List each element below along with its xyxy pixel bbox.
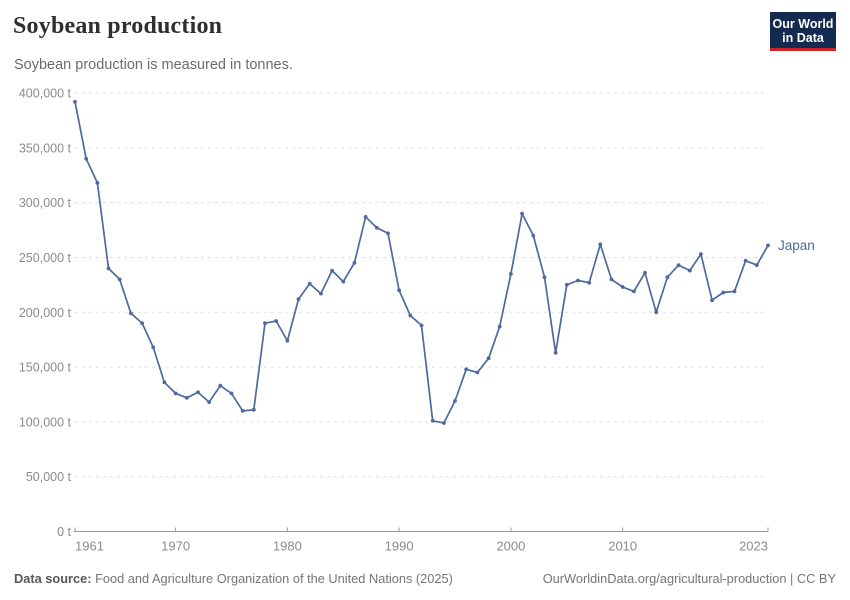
data-point-marker [397,288,401,293]
data-point-marker [453,399,457,403]
y-axis-tick-label: 100,000 t [19,415,72,429]
owid-logo-line1: Our World [772,17,834,31]
data-point-marker [263,321,267,326]
data-point-marker [576,278,580,283]
data-point-marker [341,279,346,284]
data-point-marker [106,266,111,271]
y-axis-tick-label: 250,000 t [19,251,72,265]
data-point-marker [184,395,189,400]
page-title: Soybean production [13,13,223,39]
data-point-marker [218,383,223,388]
data-point-marker [319,291,323,296]
data-source-note: Data source: Food and Agriculture Organi… [14,571,453,586]
data-point-marker [531,233,536,238]
data-point-marker [140,321,145,326]
data-point-marker [386,231,390,236]
data-point-marker [632,289,636,294]
footer-link[interactable]: OurWorldinData.org/agricultural-producti… [542,571,836,586]
data-point-marker [754,263,759,267]
series-end-label: Japan [778,238,815,253]
data-point-marker [509,272,513,276]
data-point-marker [430,418,435,423]
y-axis-tick-label: 400,000 t [19,87,72,101]
data-point-marker [73,99,77,104]
y-axis-tick-label: 50,000 t [26,470,72,484]
y-axis-tick-label: 300,000 t [19,196,72,210]
data-point-marker [240,409,245,413]
data-point-marker [196,390,200,395]
owid-logo[interactable]: Our World in Data [770,12,836,51]
data-point-marker [486,356,491,361]
data-point-marker [84,156,89,161]
y-axis-tick-label: 200,000 t [19,306,72,320]
data-point-marker [464,367,469,372]
data-point-marker [285,338,290,343]
data-point-marker [363,215,368,219]
data-point-marker [564,282,569,287]
y-axis-tick-label: 150,000 t [19,361,72,375]
data-point-marker [520,211,524,216]
data-point-marker [743,258,748,263]
data-source-text: Food and Agriculture Organization of the… [91,571,453,586]
x-axis-tick-label: 1980 [273,539,302,554]
data-point-marker [654,310,659,315]
data-point-marker [207,400,212,404]
data-point-marker [643,270,647,275]
data-point-marker [553,350,558,355]
data-point-marker [274,319,279,323]
data-point-marker [229,391,234,396]
x-axis-tick-label: 1961 [75,539,104,554]
data-point-marker [710,298,714,303]
data-point-marker [497,324,502,329]
x-axis-tick-label: 2023 [739,539,768,554]
data-point-marker [251,407,256,412]
data-point-marker [419,323,424,328]
data-point-marker [307,281,312,286]
data-point-marker [162,380,167,385]
data-point-marker [732,289,737,294]
data-point-marker [442,421,446,425]
data-point-marker [609,277,614,282]
data-point-marker [151,345,156,350]
data-point-marker [587,280,592,285]
chart-subtitle: Soybean production is measured in tonnes… [14,57,293,73]
x-axis-tick-label: 1990 [385,539,414,554]
data-point-marker [374,225,379,230]
data-source-label: Data source: [14,571,92,586]
data-point-marker [620,285,625,289]
data-point-marker [330,268,334,273]
owid-logo-line2: in Data [782,31,824,45]
data-point-marker [665,275,670,280]
data-point-marker [676,263,681,267]
data-point-marker [542,275,547,280]
series-line-japan[interactable] [74,100,769,424]
data-point-marker [721,290,726,295]
data-point-marker [95,181,100,185]
x-axis-tick-label: 2000 [496,539,525,554]
data-point-marker [475,370,480,375]
data-point-marker [352,261,357,265]
data-point-marker [598,242,603,247]
data-point-marker [117,277,122,282]
y-axis-tick-label: 0 t [57,525,71,539]
data-point-marker [173,391,178,396]
x-axis-tick-label: 1970 [161,539,190,554]
data-point-marker [699,252,703,256]
x-axis-tick-label: 2010 [608,539,637,554]
data-point-marker [129,311,133,316]
data-point-marker [766,243,770,248]
y-axis-tick-label: 350,000 t [19,141,72,155]
data-point-marker [296,297,301,301]
data-point-marker [408,313,413,318]
data-point-marker [687,268,692,273]
